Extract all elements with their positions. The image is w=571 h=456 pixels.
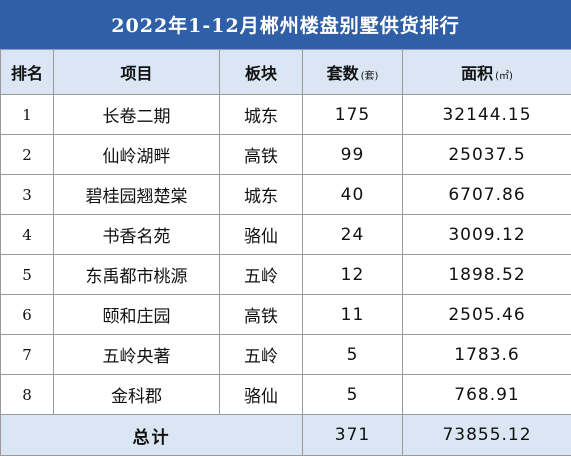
table-row: 8 金科郡 骆仙 5 768.91	[0, 374, 571, 415]
cell-project: 长卷二期	[53, 94, 220, 135]
cell-units: 5	[302, 374, 403, 415]
header-row: 排名 项目 板块 套数 (套) 面积 (㎡)	[0, 49, 571, 95]
cell-rank: 3	[0, 174, 54, 215]
cell-block: 骆仙	[219, 374, 303, 415]
cell-block: 高铁	[219, 134, 303, 175]
cell-project: 金科郡	[53, 374, 220, 415]
supply-ranking-table: 排名 项目 板块 套数 (套) 面积 (㎡) 1 长卷二期 城东 175 32144…	[0, 49, 571, 456]
header-project-label: 项目	[120, 64, 153, 83]
cell-units: 175	[302, 94, 403, 135]
total-units: 371	[302, 414, 403, 456]
total-area: 73855.12	[402, 414, 571, 456]
table-row: 3 碧桂园翘楚棠 城东 40 6707.86	[0, 174, 571, 215]
cell-rank: 6	[0, 294, 54, 335]
header-rank-label: 排名	[10, 64, 43, 83]
cell-rank: 4	[0, 214, 54, 255]
cell-units: 11	[302, 294, 403, 335]
table-row: 5 东禹都市桃源 五岭 12 1898.52	[0, 254, 571, 295]
table-row: 2 仙岭湖畔 高铁 99 25037.5	[0, 134, 571, 175]
cell-project: 书香名苑	[53, 214, 220, 255]
cell-area: 768.91	[402, 374, 571, 415]
cell-units: 5	[302, 334, 403, 375]
header-rank: 排名	[0, 49, 54, 95]
cell-area: 1783.6	[402, 334, 571, 375]
total-row: 总计 371 73855.12	[0, 414, 571, 456]
header-units: 套数 (套)	[302, 49, 403, 95]
cell-area: 25037.5	[402, 134, 571, 175]
cell-rank: 1	[0, 94, 54, 135]
cell-project: 碧桂园翘楚棠	[53, 174, 220, 215]
table-row: 6 颐和庄园 高铁 11 2505.46	[0, 294, 571, 335]
header-project: 项目	[53, 49, 220, 95]
cell-project: 五岭央著	[53, 334, 220, 375]
header-area-unit: (㎡)	[495, 71, 513, 82]
cell-block: 五岭	[219, 254, 303, 295]
cell-rank: 7	[0, 334, 54, 375]
header-area-label: 面积	[461, 64, 494, 83]
cell-area: 2505.46	[402, 294, 571, 335]
cell-block: 城东	[219, 174, 303, 215]
header-area: 面积 (㎡)	[402, 49, 571, 95]
table-row: 7 五岭央著 五岭 5 1783.6	[0, 334, 571, 375]
cell-units: 12	[302, 254, 403, 295]
cell-rank: 5	[0, 254, 54, 295]
cell-block: 骆仙	[219, 214, 303, 255]
cell-project: 东禹都市桃源	[53, 254, 220, 295]
header-units-label: 套数	[326, 64, 359, 83]
table-row: 4 书香名苑 骆仙 24 3009.12	[0, 214, 571, 255]
header-block: 板块	[219, 49, 303, 95]
cell-area: 1898.52	[402, 254, 571, 295]
header-units-unit: (套)	[360, 71, 379, 82]
cell-area: 32144.15	[402, 94, 571, 135]
cell-rank: 2	[0, 134, 54, 175]
cell-project: 颐和庄园	[53, 294, 220, 335]
cell-units: 24	[302, 214, 403, 255]
cell-rank: 8	[0, 374, 54, 415]
table-row: 1 长卷二期 城东 175 32144.15	[0, 94, 571, 135]
cell-block: 城东	[219, 94, 303, 135]
header-block-label: 板块	[244, 64, 277, 83]
cell-block: 五岭	[219, 334, 303, 375]
cell-units: 99	[302, 134, 403, 175]
table-title: 2022年1-12月郴州楼盘别墅供货排行	[0, 0, 571, 49]
cell-area: 3009.12	[402, 214, 571, 255]
total-label: 总计	[0, 414, 303, 456]
cell-units: 40	[302, 174, 403, 215]
cell-area: 6707.86	[402, 174, 571, 215]
cell-project: 仙岭湖畔	[53, 134, 220, 175]
cell-block: 高铁	[219, 294, 303, 335]
